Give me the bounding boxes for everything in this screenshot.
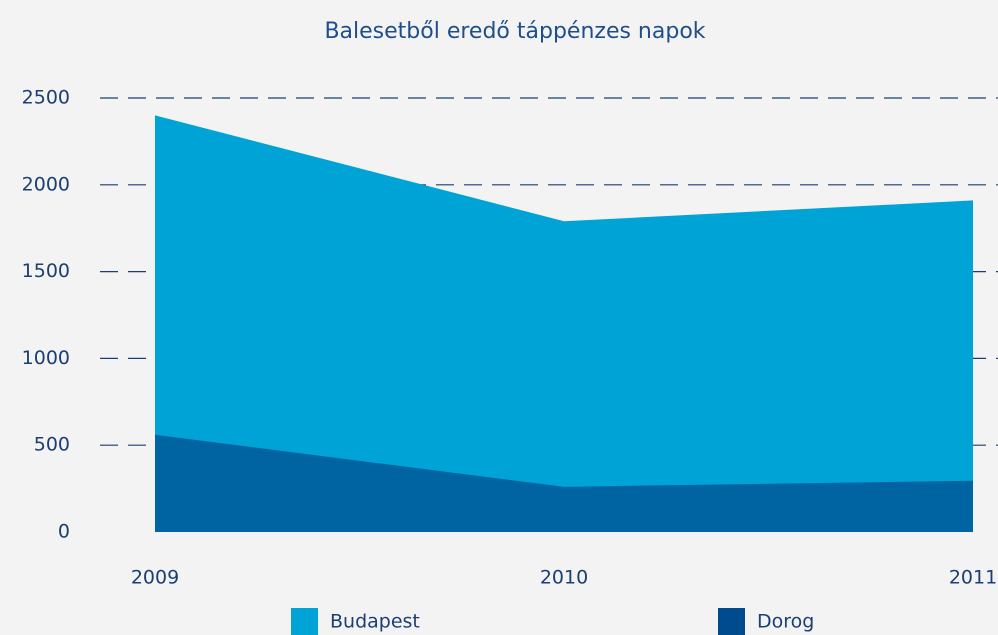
y-tick-label: 500	[34, 434, 70, 456]
chart-title: Balesetből eredő táppénzes napok	[324, 19, 705, 44]
x-tick-label: 2009	[131, 567, 179, 589]
y-tick-label: 0	[58, 521, 70, 543]
y-tick-label: 2500	[22, 87, 70, 109]
legend-label: Dorog	[757, 611, 814, 633]
area	[155, 115, 973, 533]
y-tick-label: 2000	[22, 173, 70, 195]
y-tick-label: 1500	[22, 260, 70, 282]
legend-label: Budapest	[330, 611, 420, 633]
y-tick-label: 1000	[22, 347, 70, 369]
legend-swatch	[291, 608, 318, 635]
area	[155, 434, 973, 532]
legend-swatch	[718, 608, 745, 635]
x-tick-label: 2011	[949, 567, 997, 589]
x-tick-label: 2010	[540, 567, 588, 589]
